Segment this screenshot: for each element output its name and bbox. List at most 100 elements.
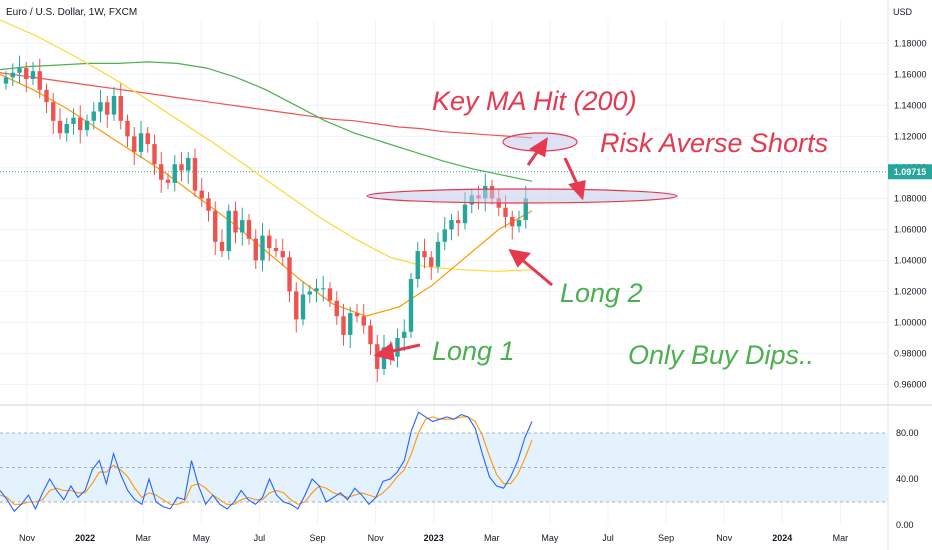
oscillator-band — [0, 432, 888, 503]
last-price-badge — [888, 164, 932, 180]
candle-body — [253, 238, 258, 261]
annotation-long2: Long 2 — [560, 278, 643, 308]
time-tick-label: Mar — [833, 533, 849, 543]
candle-body — [327, 288, 333, 301]
candle-body — [71, 117, 76, 124]
candle-body — [192, 158, 198, 191]
arrowhead-down — [568, 180, 586, 201]
last-price-value: 1.09715 — [894, 167, 927, 177]
arrowhead-up — [528, 136, 548, 158]
candle-body — [105, 102, 110, 115]
candle-body — [341, 316, 346, 335]
candle-body — [179, 164, 184, 171]
time-tick-label: Nov — [368, 533, 385, 543]
annotation-texts: Key MA Hit (200) Risk Averse Shorts Long… — [432, 86, 828, 370]
support-ellipse — [366, 188, 678, 204]
candle-body — [24, 68, 29, 79]
time-tick-label: 2024 — [772, 533, 792, 543]
candle-body — [334, 300, 339, 317]
candle-body — [260, 235, 265, 261]
candle-body — [503, 207, 508, 217]
time-tick-label: Nov — [19, 533, 36, 543]
candle-body — [300, 294, 306, 320]
candle-body — [138, 133, 144, 152]
price-tick-label: 1.02000 — [894, 286, 927, 296]
price-tick-label: 0.98000 — [894, 348, 927, 358]
arrow-long2 — [519, 256, 553, 287]
candle-body — [361, 316, 366, 326]
ma-line — [0, 19, 533, 272]
candle-body — [321, 288, 326, 290]
candle-body — [462, 204, 468, 224]
time-tick-label: May — [541, 533, 559, 543]
time-tick-label: Jul — [254, 533, 266, 543]
candle-body — [78, 117, 83, 131]
candle-body — [314, 288, 319, 292]
time-tick-label: Mar — [484, 533, 500, 543]
candle-body — [408, 279, 414, 332]
candle-body — [287, 257, 292, 292]
annotation-long1: Long 1 — [432, 336, 515, 366]
candle-body — [456, 220, 461, 224]
last-price-marker: 1.09715 — [888, 164, 932, 180]
price-tick-label: 1.06000 — [894, 224, 927, 234]
candle-body — [213, 210, 218, 242]
candle-body — [354, 313, 360, 317]
candle-body — [125, 120, 130, 137]
candle-body — [84, 120, 90, 131]
candle-body — [64, 123, 69, 134]
arrowhead-long1 — [373, 342, 395, 361]
candle-body — [307, 291, 312, 295]
arrowhead-long2 — [508, 249, 531, 268]
time-tick-label: May — [193, 533, 211, 543]
candle-body — [246, 220, 252, 239]
candle-body — [3, 77, 9, 84]
ma-line — [0, 72, 533, 139]
arrow-down-to-support — [563, 157, 580, 187]
candle-body — [51, 102, 56, 121]
candle-body — [10, 72, 15, 78]
time-tick-label: Sep — [309, 533, 325, 543]
price-tick-label: 1.04000 — [894, 255, 927, 265]
candle-body — [57, 120, 63, 134]
candle-body — [37, 71, 42, 90]
candle-body — [280, 251, 285, 258]
candle-body — [152, 144, 157, 165]
candle-body — [226, 210, 231, 252]
oscillator-k-line — [0, 411, 533, 513]
candle-body — [199, 190, 204, 199]
price-tick-label: 1.16000 — [894, 69, 927, 79]
candle-body — [118, 96, 123, 121]
candle-body — [30, 71, 36, 79]
candle-body — [422, 251, 427, 258]
candle-body — [368, 325, 373, 345]
currency-label: USD — [893, 7, 913, 17]
candle-body — [111, 96, 117, 115]
time-tick-label: Sep — [658, 533, 674, 543]
candle-body — [442, 229, 447, 242]
candle-body — [159, 164, 164, 180]
candle-body — [523, 198, 528, 221]
candle-body — [233, 210, 238, 233]
candle-body — [17, 68, 22, 73]
candles — [3, 55, 528, 383]
oscillator-lines — [0, 411, 533, 513]
candle-body — [267, 235, 272, 248]
price-tick-label: 1.00000 — [894, 317, 927, 327]
candle-body — [395, 337, 400, 357]
time-tick-label: Mar — [135, 533, 151, 543]
candle-body — [240, 220, 245, 233]
candle-body — [435, 241, 441, 267]
candle-body — [44, 89, 49, 103]
candle-body — [429, 257, 434, 267]
candle-body — [145, 133, 150, 145]
candle-body — [348, 313, 353, 335]
candle-body — [510, 216, 515, 227]
candle-body — [402, 331, 407, 338]
time-tick-label: 2022 — [75, 533, 95, 543]
annotation-shapes — [366, 132, 678, 361]
oscillator-tick-label: 80.00 — [896, 428, 919, 438]
price-tick-label: 1.14000 — [894, 100, 927, 110]
ma-line — [0, 61, 533, 182]
